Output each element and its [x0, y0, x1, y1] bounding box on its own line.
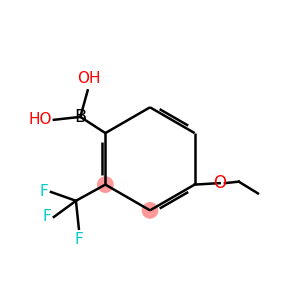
Text: O: O — [213, 174, 226, 192]
Text: F: F — [39, 184, 48, 200]
Circle shape — [142, 203, 158, 218]
Text: F: F — [74, 232, 83, 247]
Text: OH: OH — [77, 71, 101, 86]
Circle shape — [98, 177, 113, 192]
Text: B: B — [74, 108, 86, 126]
Text: HO: HO — [29, 112, 52, 127]
Text: F: F — [42, 209, 51, 224]
